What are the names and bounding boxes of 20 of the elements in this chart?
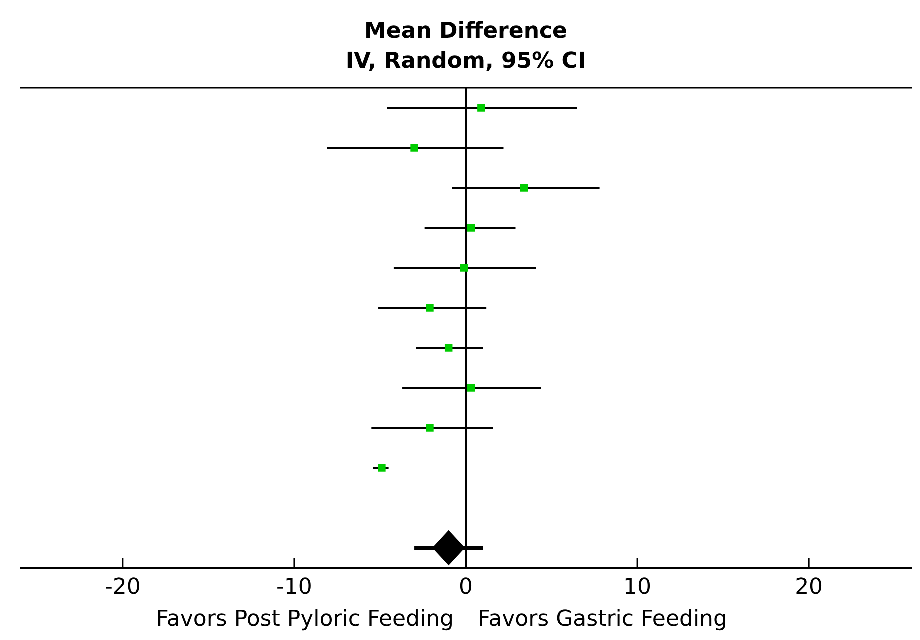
- text: Favors Gastric Feeding: [478, 607, 728, 632]
- point: [478, 104, 486, 112]
- x-tick-label: 0: [459, 575, 473, 600]
- point: [444, 344, 453, 352]
- point: [410, 144, 418, 152]
- chart-subtitle: IV, Random, 95% CI: [346, 49, 586, 74]
- x-tick-label: 10: [624, 575, 652, 600]
- point: [432, 530, 466, 566]
- point: [426, 424, 434, 432]
- point: [520, 184, 528, 192]
- point: [467, 224, 476, 232]
- x-tick-label: 20: [795, 575, 824, 600]
- point: [467, 384, 476, 392]
- text: Favors Post Pyloric Feeding: [156, 607, 454, 632]
- point: [378, 464, 386, 472]
- point: [426, 304, 434, 312]
- x-tick-label: -10: [276, 575, 312, 600]
- x-tick-label: -20: [104, 575, 141, 600]
- chart-title: Mean Difference: [364, 19, 568, 44]
- point: [460, 264, 468, 272]
